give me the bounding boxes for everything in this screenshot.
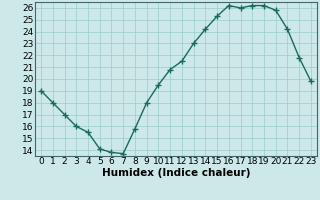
X-axis label: Humidex (Indice chaleur): Humidex (Indice chaleur): [102, 168, 250, 178]
